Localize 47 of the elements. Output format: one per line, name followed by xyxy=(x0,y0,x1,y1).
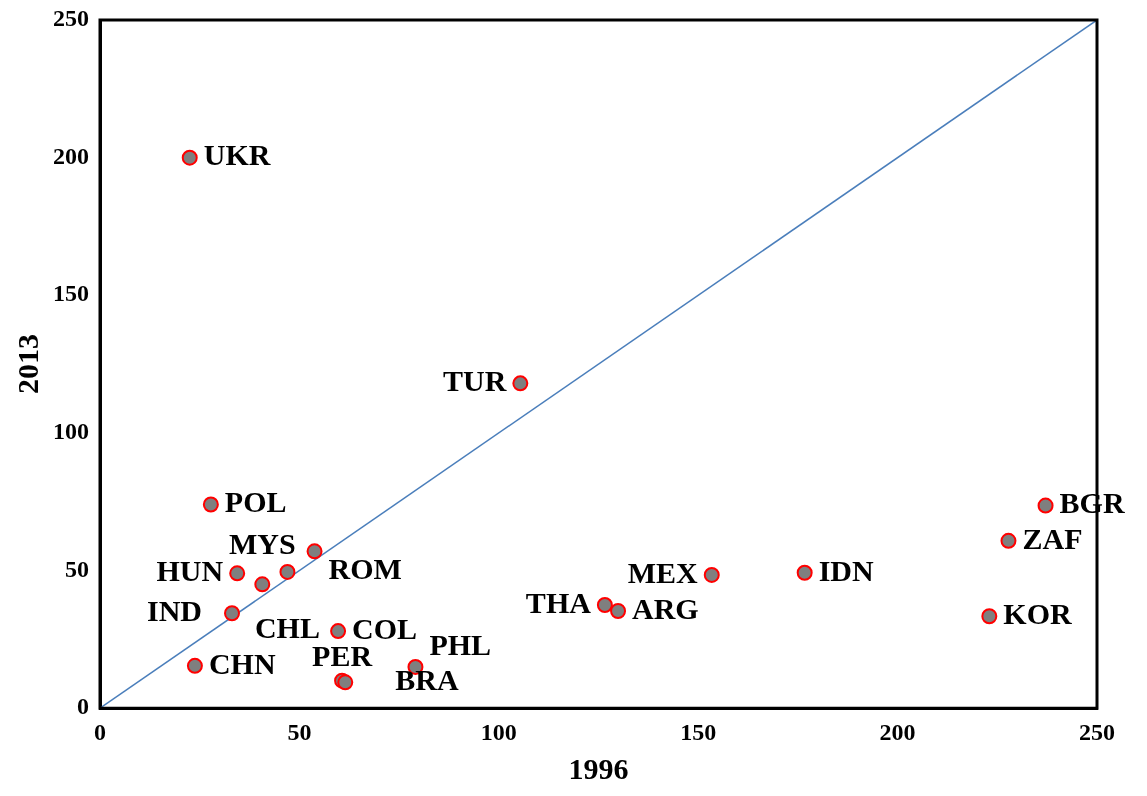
point xyxy=(181,149,198,166)
point xyxy=(224,605,240,622)
point xyxy=(981,608,998,625)
annotation: THA xyxy=(525,585,592,619)
point xyxy=(596,596,613,613)
annotation: UKR xyxy=(203,138,271,172)
point xyxy=(512,375,529,392)
point xyxy=(1037,497,1054,514)
x-tick-label: 50 xyxy=(287,718,312,745)
annotation: HUN xyxy=(156,554,224,588)
annotation: IDN xyxy=(818,553,875,587)
x-tick-label: 200 xyxy=(879,718,916,745)
point xyxy=(703,566,720,583)
point xyxy=(254,576,271,593)
point xyxy=(229,565,246,582)
annotation: KOR xyxy=(1003,597,1072,631)
annotation: IND xyxy=(147,593,203,627)
annotation: ROM xyxy=(328,552,402,586)
y-tick-label: 200 xyxy=(53,142,89,169)
annotation: ZAF xyxy=(1022,521,1083,555)
annotation: POL xyxy=(224,485,287,519)
point xyxy=(610,603,627,620)
point xyxy=(202,496,219,513)
y-tick-label: 100 xyxy=(53,418,89,445)
x-tick-label: 250 xyxy=(1079,718,1115,745)
point xyxy=(796,564,813,581)
point xyxy=(306,543,323,560)
x-tick-label: 0 xyxy=(94,718,106,745)
y-tick-label: 50 xyxy=(65,555,89,582)
x-tick-label: 150 xyxy=(680,718,717,745)
point xyxy=(330,623,347,640)
x-tick-label: 100 xyxy=(480,718,517,745)
point xyxy=(1000,532,1017,549)
annotation: ARG xyxy=(632,591,699,625)
x-axis-title: 1996 xyxy=(568,751,629,785)
point xyxy=(186,657,203,674)
annotation: MEX xyxy=(627,555,699,589)
y-tick-label: 0 xyxy=(77,693,89,720)
annotation: BRA xyxy=(395,663,459,697)
annotation: CHN xyxy=(208,646,276,680)
y-axis-title: 2013 xyxy=(10,334,44,395)
annotation: MYS xyxy=(228,527,296,561)
y-tick-label: 250 xyxy=(53,5,89,32)
point xyxy=(279,563,296,580)
annotation: PHL xyxy=(429,627,492,661)
y-tick-label: 150 xyxy=(53,280,89,307)
annotation: TUR xyxy=(443,364,507,398)
